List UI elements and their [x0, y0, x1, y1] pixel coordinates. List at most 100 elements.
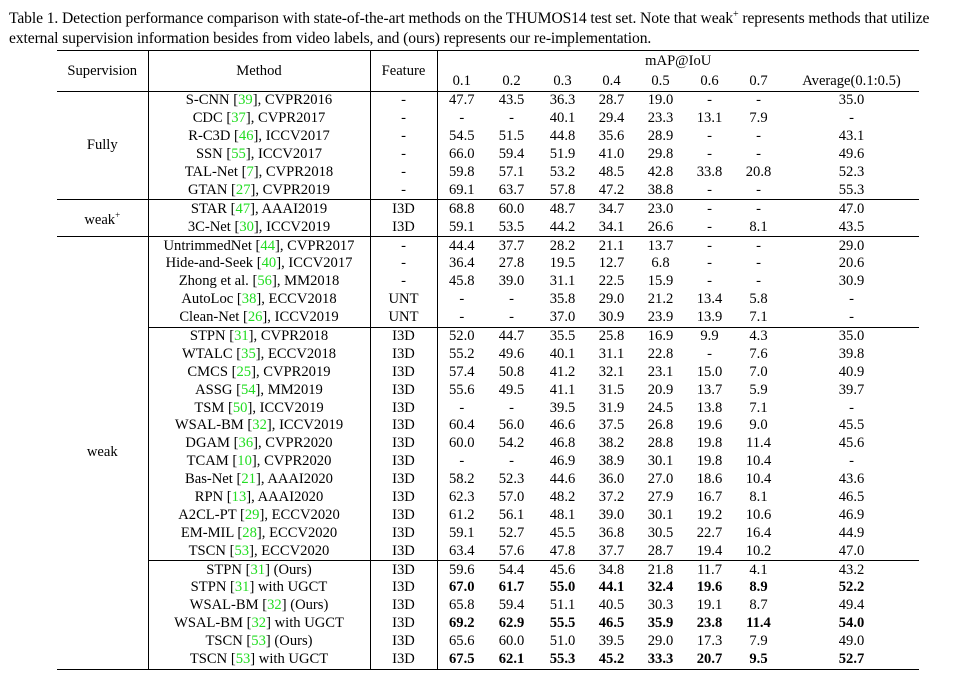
- citation-link[interactable]: 50: [232, 399, 248, 416]
- citation-link[interactable]: 56: [257, 273, 272, 290]
- value-cell: 30.1: [647, 453, 674, 470]
- value-cell: 22.8: [647, 345, 674, 362]
- method-name: EM-MIL: [180, 524, 234, 541]
- method-name: RPN: [194, 489, 224, 506]
- citation-link[interactable]: 27: [235, 181, 251, 198]
- citation-link[interactable]: 36: [238, 435, 254, 452]
- citation-link[interactable]: 31: [234, 579, 250, 596]
- citation-link[interactable]: 47: [235, 200, 251, 217]
- value-cell: 23.1: [647, 363, 674, 380]
- citation-link[interactable]: 53: [235, 651, 251, 668]
- value-cell: 29.4: [598, 110, 625, 127]
- method-cell: TAL-Net [7], CVPR2018: [148, 163, 371, 182]
- value-cell: 44.8: [549, 128, 576, 145]
- value-cell: 30.9: [838, 273, 865, 290]
- citation-link[interactable]: 53: [251, 633, 266, 650]
- citation-link[interactable]: 38: [241, 291, 257, 308]
- feature-cell: I3D: [370, 381, 438, 400]
- header-threshold: 0.3: [537, 71, 588, 92]
- citation-link[interactable]: 26: [247, 309, 263, 326]
- citation-link[interactable]: 10: [237, 453, 252, 470]
- citation-link[interactable]: 32: [252, 417, 267, 434]
- citation-link[interactable]: 25: [236, 363, 252, 380]
- table-row: TSCN [53], ECCV2020 I3D 63.4 57.6 47.8 37.7 28…: [57, 542, 919, 561]
- citation-link[interactable]: 29: [244, 506, 260, 523]
- citation-link[interactable]: 13: [231, 489, 247, 506]
- feature-cell: I3D: [370, 345, 438, 364]
- value-cell: 52.7: [498, 524, 525, 541]
- value-cell: 50.8: [498, 363, 525, 380]
- citation-link[interactable]: 21: [241, 471, 256, 488]
- citation-link[interactable]: 28: [242, 524, 257, 541]
- table-row: Clean-Net [26], ICCV2019 UNT - - 37.0 30.9 23.…: [57, 308, 919, 328]
- value-cell: 63.7: [498, 181, 525, 198]
- feature-cell: I3D: [370, 199, 438, 219]
- method-cell: WSAL-BM [32] (Ours): [148, 596, 371, 615]
- value-cell: 37.7: [598, 542, 625, 559]
- value-cell: -: [707, 146, 712, 163]
- value-cell: -: [459, 399, 465, 416]
- citation-link[interactable]: 55: [231, 146, 246, 163]
- value-cell: 57.1: [498, 164, 525, 180]
- value-cell: 10.2: [745, 542, 772, 559]
- citation-link[interactable]: 30: [239, 218, 254, 235]
- value-cell: 19.6: [696, 579, 723, 596]
- citation-link[interactable]: 39: [238, 92, 253, 109]
- value-cell: 19.5: [549, 255, 576, 272]
- method-venue: , MM2018: [276, 273, 340, 290]
- method-name: AutoLoc: [181, 291, 234, 308]
- value-cell: 59.6: [437, 560, 486, 580]
- header-supervision: Supervision: [57, 50, 149, 92]
- value-cell: -: [459, 309, 465, 326]
- value-cell: -: [756, 273, 761, 290]
- method-venue: , CVPR2020: [257, 435, 333, 452]
- citation-link[interactable]: 7: [246, 164, 254, 180]
- table-row: RPN [13], AAAI2020 I3D 62.3 57.0 48.2 37.2 27.…: [57, 488, 919, 507]
- citation-link[interactable]: 31: [250, 561, 266, 578]
- value-cell: 19.8: [696, 453, 723, 470]
- table-row: STPN [31] with UGCT I3D 67.0 61.7 55.0 44.1 32…: [57, 579, 919, 597]
- value-cell: 55.6: [448, 381, 475, 398]
- method-cell: AutoLoc [38], ECCV2018: [148, 290, 371, 309]
- citation-link[interactable]: 31: [234, 328, 249, 345]
- citation-link[interactable]: 35: [241, 345, 256, 362]
- value-cell: 52.3: [498, 471, 525, 488]
- citation-link[interactable]: 54: [240, 381, 256, 398]
- citation-link[interactable]: 46: [238, 128, 254, 145]
- results-table: Supervision Method Feature mAP@IoU 0.1 0.…: [57, 50, 919, 670]
- citation-link[interactable]: 32: [251, 615, 267, 632]
- value-cell: 30.9: [598, 309, 625, 326]
- citation-link[interactable]: 53: [234, 542, 250, 559]
- value-cell: 41.1: [549, 381, 576, 398]
- value-cell: 49.5: [498, 381, 525, 398]
- value-cell: 47.7: [437, 90, 486, 110]
- value-cell: 4.3: [733, 326, 784, 346]
- feature-cell: I3D: [370, 434, 438, 453]
- value-cell: 19.2: [696, 506, 723, 523]
- value-cell: 38.8: [647, 181, 674, 198]
- value-cell: 37.2: [598, 489, 625, 506]
- value-cell: 8.9: [749, 579, 768, 596]
- value-cell: 61.7: [498, 579, 525, 596]
- value-cell: 33.3: [647, 651, 674, 668]
- method-venue: , MM2019: [260, 381, 323, 398]
- value-cell: 57.8: [549, 181, 576, 198]
- value-cell: 53.2: [549, 164, 576, 180]
- value-cell: 59.4: [498, 146, 525, 163]
- feature-cell: I3D: [370, 560, 438, 580]
- table-row: TSCN [53] (Ours) I3D 65.6 60.0 51.0 39.5 29.0 1…: [57, 632, 919, 651]
- value-cell: 44.2: [549, 218, 576, 235]
- value-cell: 29.0: [647, 633, 674, 650]
- method-venue: , CVPR2019: [255, 181, 330, 198]
- method-cell: TSM [50], ICCV2019: [148, 399, 371, 418]
- citation-link[interactable]: 32: [267, 597, 282, 614]
- citation-link[interactable]: 40: [261, 255, 277, 272]
- citation-link[interactable]: 37: [231, 110, 246, 127]
- citation-link[interactable]: 44: [260, 237, 275, 254]
- method-cell: STPN [31], CVPR2018: [148, 326, 371, 346]
- value-cell: 13.4: [696, 291, 723, 308]
- value-cell: 5.9: [749, 381, 768, 398]
- value-cell: -: [756, 181, 761, 198]
- method-venue: , ICCV2019: [258, 218, 331, 235]
- value-cell: 39.5: [598, 633, 625, 650]
